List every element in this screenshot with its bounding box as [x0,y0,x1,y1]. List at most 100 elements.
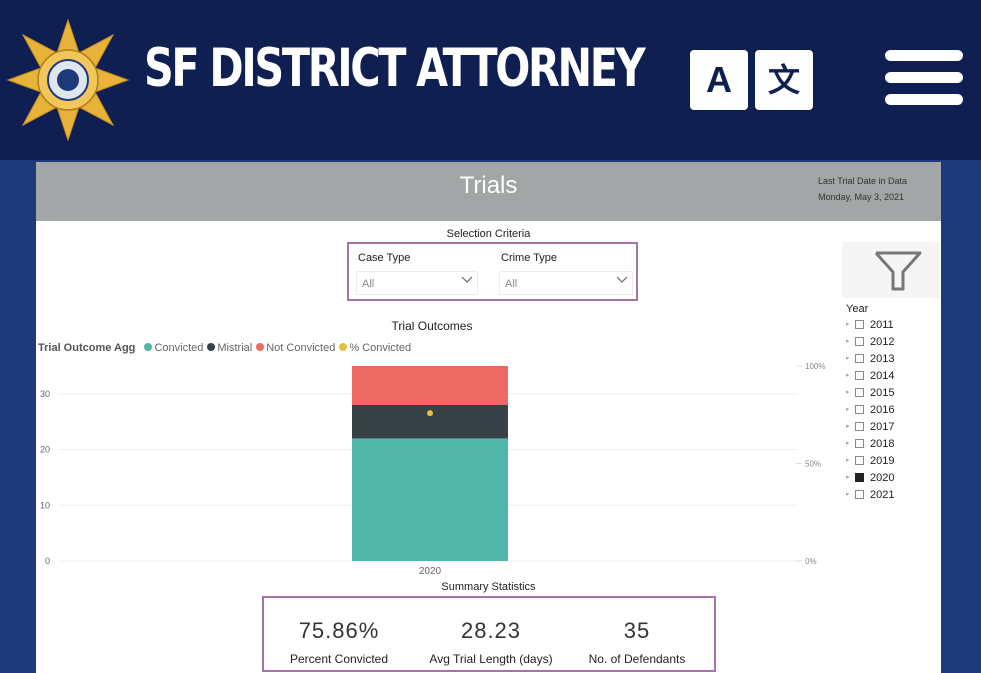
summary-statistics-label: Summary Statistics [441,581,536,593]
year-checkbox[interactable] [855,490,864,499]
year-checkbox[interactable] [855,405,864,414]
report-title: Trials [459,172,518,199]
legend-label: Convicted [154,342,204,354]
year-checkbox[interactable] [855,456,864,465]
y2-tick-label: 0% [805,557,817,566]
menu-bar-icon [885,50,963,61]
year-checkbox[interactable] [855,354,864,363]
year-checkbox[interactable] [855,473,864,482]
year-label: 2020 [870,472,895,484]
expand-arrow-icon[interactable]: ▸ [846,423,850,430]
year-label: 2018 [870,438,895,450]
trials-report: Trials Last Trial Date in Data Monday, M… [36,162,941,673]
chart-legend: Trial Outcome Agg Convicted Mistrial Not C… [38,342,415,354]
page-margin-left [0,160,36,673]
year-label: 2014 [870,370,895,382]
stat-value: 28.23 [460,618,522,643]
year-option-2020[interactable]: ▸ 2020 [845,470,935,487]
x-tick-label: 2020 [419,566,442,577]
legend-item[interactable]: % Convicted [339,342,411,354]
last-trial-label: Last Trial Date in Data [817,176,907,186]
year-option-2017[interactable]: ▸ 2017 [845,419,935,436]
expand-arrow-icon[interactable]: ▸ [846,389,850,396]
expand-arrow-icon[interactable]: ▸ [846,440,850,447]
year-checkbox[interactable] [855,371,864,380]
site-header: SF DISTRICT ATTORNEY A 文 [0,0,981,160]
year-option-2018[interactable]: ▸ 2018 [845,436,935,453]
expand-arrow-icon[interactable]: ▸ [846,491,850,498]
expand-arrow-icon[interactable]: ▸ [846,474,850,481]
expand-arrow-icon[interactable]: ▸ [846,321,850,328]
case-type-value: All [362,278,375,290]
legend-item[interactable]: Mistrial [207,342,252,354]
pct-convicted-point [427,410,433,417]
summary-statistics-box: 75.86% Percent Convicted 28.23 Avg Trial Le… [262,596,716,672]
stat-label: Percent Convicted [289,652,389,666]
legend-item[interactable]: Convicted [144,342,203,354]
translate-a-icon: A [690,50,748,110]
bar-segment-convicted [352,438,508,561]
selection-criteria-label: Selection Criteria [446,228,531,240]
report-header: Trials Last Trial Date in Data Monday, M… [36,162,941,221]
year-option-2011[interactable]: ▸ 2011 [845,317,935,334]
year-label: 2011 [870,319,894,331]
legend-label: Not Convicted [266,342,336,354]
menu-bar-icon [885,72,963,83]
year-filter-list: ▸ 2011 ▸ 2012 ▸ 2013 ▸ 2014 ▸ 2015 ▸ 2016 ▸ 2017 ▸ 2018… [845,317,935,504]
case-type-dropdown[interactable]: All [356,271,478,295]
stat-label: No. of Defendants [588,652,686,666]
y-tick-label: 10 [40,500,50,510]
last-trial-date: Monday, May 3, 2021 [818,192,904,202]
crime-type-dropdown[interactable]: All [499,271,633,295]
year-label: 2021 [870,489,895,501]
year-checkbox[interactable] [855,439,864,448]
legend-swatch [256,343,265,351]
year-label: 2016 [870,404,895,416]
y-tick-label: 20 [40,445,50,455]
year-option-2015[interactable]: ▸ 2015 [845,385,935,402]
year-label: 2013 [870,353,895,365]
y2-tick-label: 50% [805,460,821,469]
expand-arrow-icon[interactable]: ▸ [846,372,850,379]
translate-chinese-icon: 文 [755,50,813,110]
filter-button[interactable] [842,242,940,298]
legend-item[interactable]: Not Convicted [256,342,335,354]
bar-segment-mistrial [352,405,508,439]
stat-value: 35 [623,618,651,643]
year-checkbox[interactable] [855,337,864,346]
year-option-2013[interactable]: ▸ 2013 [845,351,935,368]
hamburger-menu-button[interactable] [885,50,965,106]
year-option-2019[interactable]: ▸ 2019 [845,453,935,470]
year-option-2016[interactable]: ▸ 2016 [845,402,935,419]
y-tick-label: 0 [45,556,50,566]
legend-swatch [207,343,216,351]
stat-value: 75.86% [298,618,380,643]
year-checkbox[interactable] [855,320,864,329]
year-label: 2012 [870,336,895,348]
bar-segment-not-convicted [352,366,508,405]
filter-funnel-icon [874,251,922,291]
year-checkbox[interactable] [855,422,864,431]
expand-arrow-icon[interactable]: ▸ [846,457,850,464]
chevron-down-icon [461,276,473,283]
da-badge-logo[interactable] [6,18,130,142]
y2-tick-label: 100% [805,362,825,371]
selection-criteria-box: Case Type All Crime Type All [347,242,638,301]
menu-bar-icon [885,94,963,105]
translate-button[interactable]: A 文 [690,50,813,110]
expand-arrow-icon[interactable]: ▸ [846,338,850,345]
legend-swatch [339,343,348,351]
chart-title: Trial Outcomes [391,319,473,333]
year-option-2021[interactable]: ▸ 2021 [845,487,935,504]
crime-type-value: All [505,278,518,290]
year-option-2012[interactable]: ▸ 2012 [845,334,935,351]
year-option-2014[interactable]: ▸ 2014 [845,368,935,385]
legend-label: Mistrial [217,342,253,354]
chevron-down-icon [616,276,628,283]
expand-arrow-icon[interactable]: ▸ [846,406,850,413]
year-checkbox[interactable] [855,388,864,397]
site-title[interactable]: SF DISTRICT ATTORNEY [144,38,646,99]
year-label: 2015 [870,387,895,399]
expand-arrow-icon[interactable]: ▸ [846,355,850,362]
legend-label: % Convicted [349,342,412,354]
